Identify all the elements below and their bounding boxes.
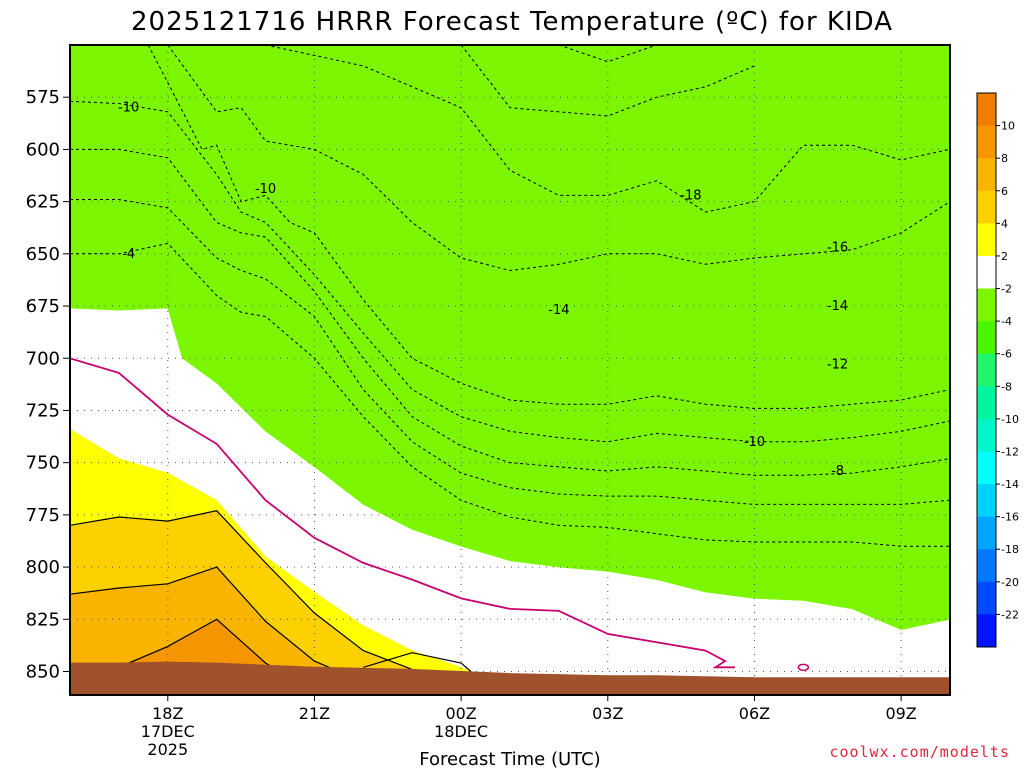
colorbar-label: 8 — [1001, 152, 1008, 165]
y-tick-label: 575 — [26, 87, 60, 108]
plot-frame — [69, 44, 951, 696]
colorbar-swatch — [977, 614, 996, 648]
x-tick-label: 18Z — [152, 704, 183, 723]
contour-label: -10 — [118, 101, 139, 116]
y-tick-label: 725 — [26, 400, 60, 421]
colorbar-label: -4 — [1001, 315, 1012, 328]
x-tick-label: 03Z — [592, 704, 623, 723]
x-tick-year: 2025 — [147, 740, 188, 759]
colorbar-label: -16 — [1001, 511, 1019, 524]
colorbar-label: 4 — [1001, 217, 1008, 230]
freezing-marker — [797, 663, 810, 672]
colorbar-swatch — [977, 484, 996, 518]
colorbar-label: 6 — [1001, 185, 1008, 198]
y-tick-label: 600 — [26, 139, 60, 160]
contour-line — [167, 45, 950, 272]
y-tick-label: 775 — [26, 505, 60, 526]
colorbar-swatch — [977, 386, 996, 420]
colorbar-label: -14 — [1001, 478, 1019, 491]
temperature-band — [70, 45, 950, 630]
colorbar-label: -22 — [1001, 608, 1019, 621]
chart-title: 2025121716 HRRR Forecast Temperature (ºC… — [131, 7, 893, 37]
terrain-ground — [70, 661, 950, 695]
contour-line-warm — [363, 652, 472, 672]
contour-line — [70, 242, 950, 547]
y-tick-label: 675 — [26, 296, 60, 317]
credit-text: coolwx.com/modelts — [829, 743, 1010, 761]
colorbar-swatch — [977, 93, 996, 127]
colorbar-label: -12 — [1001, 445, 1019, 458]
x-tick-label: 21Z — [299, 704, 330, 723]
temperature-fill-layer — [70, 45, 950, 695]
colorbar-swatch — [977, 418, 996, 452]
contour-label: -18 — [680, 188, 701, 203]
x-tick-date: 18DEC — [434, 722, 488, 741]
y-tick-label: 650 — [26, 244, 60, 265]
contour-label: -12 — [827, 358, 848, 373]
colorbar-label: -8 — [1001, 380, 1012, 393]
colorbar-swatch — [977, 255, 996, 290]
contour-line-warm — [70, 566, 340, 673]
colorbar-label: -2 — [1001, 283, 1012, 296]
contour-line-warm — [70, 510, 413, 670]
colorbar-swatch — [977, 549, 996, 583]
colorbar-label: 10 — [1001, 120, 1015, 133]
colorbar-swatch — [977, 451, 996, 485]
colorbar-label: -6 — [1001, 348, 1012, 361]
colorbar-frame — [976, 92, 997, 648]
colorbar-swatch — [977, 353, 996, 387]
y-tick-label: 825 — [26, 609, 60, 630]
x-tick-label: 00Z — [445, 704, 476, 723]
x-tick-label: 09Z — [885, 704, 916, 723]
colorbar-label: -20 — [1001, 576, 1019, 589]
y-axis: 575 600 625 650 675 700 725 750 775 800 825 850 — [26, 87, 70, 683]
x-tick-date: 17DEC — [141, 722, 195, 741]
colorbar-swatch — [977, 581, 996, 615]
y-tick-label: 750 — [26, 453, 60, 474]
colorbar-label: -18 — [1001, 543, 1019, 556]
contour-line — [70, 100, 950, 443]
contour-label: -10 — [255, 182, 276, 197]
colorbar-swatch — [977, 158, 996, 192]
contour-label: -10 — [744, 435, 765, 450]
contour-line — [265, 45, 950, 213]
y-tick-label: 700 — [26, 348, 60, 369]
contour-label: -16 — [827, 241, 848, 256]
colorbar-swatch — [977, 223, 996, 257]
contour-line — [558, 45, 657, 63]
x-tick-label: 06Z — [739, 704, 770, 723]
colorbar-swatch — [977, 516, 996, 550]
contour-label: -8 — [831, 464, 844, 479]
y-tick-label: 850 — [26, 662, 60, 683]
contour-line — [460, 45, 755, 117]
colorbar-label: -10 — [1001, 413, 1019, 426]
colorbar-swatch — [977, 321, 996, 355]
y-tick-label: 625 — [26, 192, 60, 213]
contour-label: -14 — [827, 299, 848, 314]
y-tick-label: 800 — [26, 557, 60, 578]
contour-label: -14 — [548, 303, 569, 318]
terrain-layer — [70, 661, 950, 695]
colorbar-swatch — [977, 288, 996, 322]
contour-labels: -10 -10 -4 -18 -16 -14 -14 -12 -10 -8 — [118, 101, 848, 479]
x-axis-label: Forecast Time (UTC) — [419, 749, 600, 768]
contour-label: -4 — [122, 247, 135, 262]
colorbar-label: 2 — [1001, 250, 1008, 263]
contour-layer — [70, 45, 950, 673]
colorbar: 10 8 6 4 2 -2 -4 -6 -8 -10 -12 -14 -16 -18 -20 -22 — [976, 92, 1019, 648]
colorbar-swatch — [977, 190, 996, 224]
freezing-line — [70, 357, 735, 669]
colorbar-swatch — [977, 125, 996, 159]
